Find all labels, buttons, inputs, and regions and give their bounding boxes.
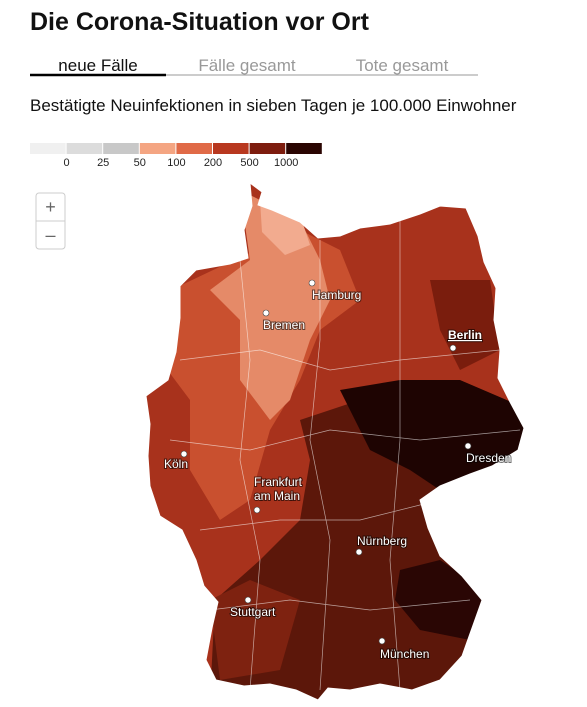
zoom-out[interactable]: –: [45, 225, 55, 245]
city-label: Frankfurt: [254, 475, 303, 489]
city-markers: [180, 279, 472, 645]
title: Die Corona-Situation vor Ort: [30, 8, 370, 36]
legend-swatch: [30, 143, 66, 154]
legend-swatch: [66, 143, 103, 154]
legend-label: 0: [64, 157, 70, 169]
legend-label: 200: [204, 157, 222, 169]
legend: 0 25 50 100 200 500 1000: [30, 143, 322, 169]
city-label: am Main: [254, 489, 300, 503]
legend-swatch: [213, 143, 249, 154]
tab[interactable]: Fälle gesamt: [198, 56, 296, 75]
country-outline: [145, 181, 525, 701]
legend-swatch: [176, 143, 212, 154]
zoom-control: + –: [35, 192, 66, 250]
city-label: Dresden: [466, 451, 511, 465]
city-label[interactable]: Berlin: [447, 327, 483, 343]
legend-label: 50: [134, 157, 146, 169]
subtitle: Bestätigte Neuinfektionen in sieben Tage…: [30, 96, 517, 115]
city-label: Nürnberg: [357, 534, 407, 548]
tab[interactable]: Tote gesamt: [356, 56, 449, 75]
legend-label: 25: [97, 157, 109, 169]
legend-label: 500: [240, 157, 258, 169]
city-label: Hamburg: [312, 288, 361, 302]
legend-label: 1000: [274, 157, 298, 169]
legend-swatch: [139, 143, 176, 154]
legend-swatch: [103, 143, 139, 154]
city-label: München: [380, 647, 429, 661]
map: [146, 183, 524, 700]
city-label: Bremen: [263, 318, 305, 332]
legend-swatch: [286, 143, 322, 154]
tab[interactable]: neue Fälle: [58, 56, 137, 75]
zoom-in[interactable]: +: [45, 197, 56, 217]
city-label: Stuttgart: [230, 605, 276, 619]
legend-swatch: [249, 143, 286, 154]
legend-label: 100: [167, 157, 185, 169]
city-label: Köln: [164, 457, 188, 471]
